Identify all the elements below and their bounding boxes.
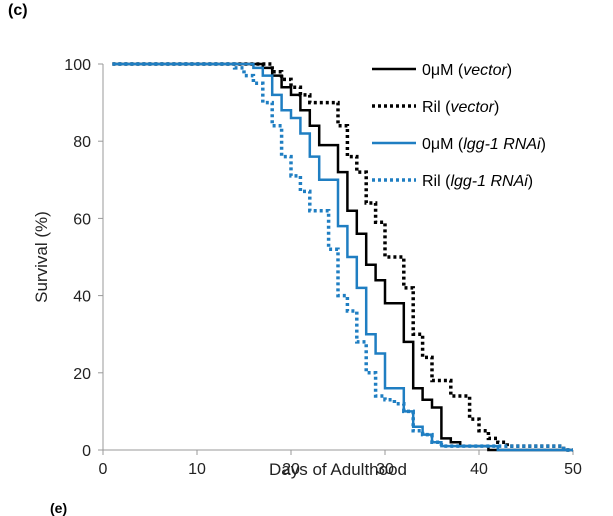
- chart-axes: 0 20 40 60 80 100 0 10 20 30 40 50: [64, 57, 582, 478]
- x-tick-label: 50: [564, 461, 582, 478]
- panel-label: (c): [8, 2, 28, 19]
- y-tick-label: 40: [73, 289, 91, 306]
- survival-chart: 0 20 40 60 80 100 0 10 20 30 40 50 0μM (vector) Ril …: [32, 57, 582, 479]
- y-axis-title: Survival (%): [32, 211, 51, 303]
- legend-label-2: Ril (vector): [422, 99, 499, 116]
- series-line-1: [112, 62, 573, 452]
- next-panel-label: (e): [50, 500, 68, 516]
- x-tick-label: 0: [99, 461, 108, 478]
- y-tick-label: 0: [82, 443, 91, 460]
- y-tick-label: 60: [73, 211, 91, 228]
- x-tick-label: 20: [282, 461, 300, 478]
- x-axis-title: Days of Adulthood: [269, 460, 407, 479]
- y-tick-label: 80: [73, 134, 91, 151]
- series-line-4: [112, 62, 573, 452]
- legend-label-4: Ril (lgg-1 RNAi): [422, 173, 533, 190]
- x-tick-label: 30: [376, 461, 394, 478]
- series-line-2: [112, 62, 573, 452]
- x-tick-label: 40: [470, 461, 488, 478]
- series-line-3: [112, 62, 573, 452]
- x-tick-label: 10: [188, 461, 206, 478]
- legend: 0μM (vector) Ril (vector) 0μM (lgg-1 RNAi)…: [372, 62, 546, 190]
- series-layer: [112, 62, 573, 452]
- legend-label-3: 0μM (lgg-1 RNAi): [422, 136, 546, 153]
- y-tick-label: 20: [73, 366, 91, 383]
- y-tick-label: 100: [64, 57, 91, 74]
- legend-label-1: 0μM (vector): [422, 62, 512, 79]
